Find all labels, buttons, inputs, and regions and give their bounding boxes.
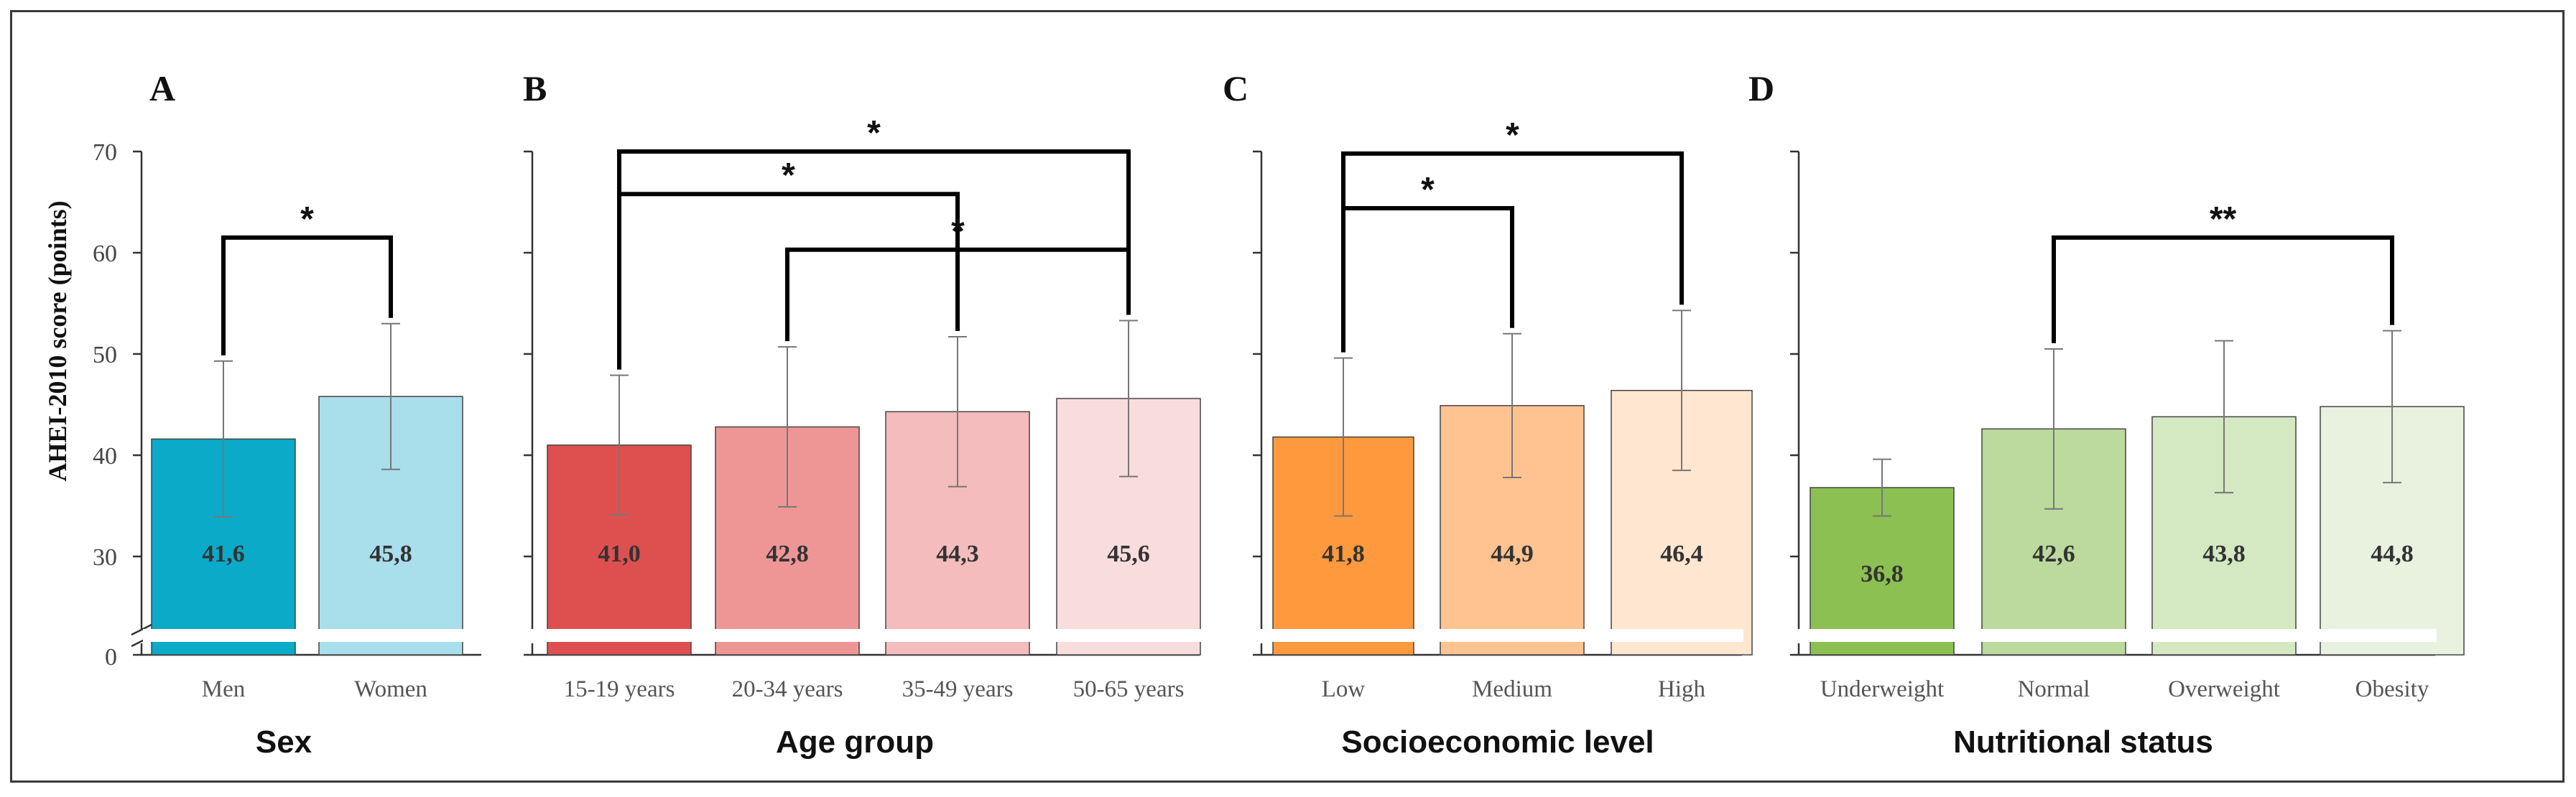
panel-a-value-label: 41,6 bbox=[202, 541, 245, 567]
panel-b-title: Age group bbox=[776, 724, 934, 760]
panel-b-significance-bracket bbox=[617, 192, 960, 370]
panel-b-significance-bracket bbox=[617, 149, 1131, 370]
panel-b-category-label: 15-19 years bbox=[564, 676, 675, 702]
panel-c-value-label: 41,8 bbox=[1322, 541, 1365, 567]
panel-d-category-label: Overweight bbox=[2168, 676, 2280, 702]
y-tick-label-zero: 0 bbox=[105, 644, 117, 671]
panel-b-significance-label: * bbox=[867, 114, 881, 152]
panel-b-significance-label: * bbox=[782, 157, 795, 195]
panel-c-break-band bbox=[1263, 629, 1743, 642]
y-tick-label: 50 bbox=[93, 342, 117, 368]
panel-c-category-label: High bbox=[1658, 676, 1706, 702]
panel-d-value-label: 36,8 bbox=[1861, 561, 1904, 587]
panel-b-break-band bbox=[534, 629, 1201, 642]
panel-d-value-label: 44,8 bbox=[2371, 541, 2414, 567]
y-tick-label: 30 bbox=[93, 544, 117, 571]
y-tick-label: 40 bbox=[93, 443, 117, 470]
panel-c-value-label: 46,4 bbox=[1660, 541, 1703, 567]
panel-a-title: Sex bbox=[256, 724, 312, 760]
panel-c-category-label: Low bbox=[1322, 676, 1366, 702]
panel-b-category-label: 50-65 years bbox=[1073, 676, 1185, 702]
panel-a-significance-label: * bbox=[300, 200, 314, 238]
panel-d-significance-label: ** bbox=[2210, 200, 2237, 238]
axis-break-mark bbox=[131, 623, 152, 636]
panel-a-break-band bbox=[143, 629, 483, 642]
panel-c-significance-label: * bbox=[1421, 171, 1435, 209]
panel-a-letter: A bbox=[149, 68, 175, 108]
y-tick-label: 70 bbox=[93, 139, 117, 166]
panel-d-category-label: Underweight bbox=[1820, 676, 1944, 702]
y-tick-label: 60 bbox=[93, 241, 117, 267]
panel-d-title: Nutritional status bbox=[1953, 724, 2213, 760]
panel-a-category-label: Women bbox=[354, 676, 427, 702]
panel-c-title: Socioeconomic level bbox=[1341, 724, 1654, 760]
panel-b-significance-bracket bbox=[785, 247, 1131, 342]
panel-b-value-label: 41,0 bbox=[598, 541, 641, 567]
panel-b-value-label: 42,8 bbox=[766, 541, 809, 567]
panel-b-value-label: 45,6 bbox=[1107, 541, 1150, 567]
panel-d-category-label: Normal bbox=[2018, 676, 2090, 702]
panel-d-significance-bracket bbox=[2052, 235, 2394, 343]
panel-b-letter: B bbox=[523, 68, 547, 108]
y-axis-label: AHEI-2010 score (points) bbox=[43, 200, 72, 481]
panel-d-category-label: Obesity bbox=[2355, 676, 2429, 702]
panel-c-letter: C bbox=[1223, 68, 1248, 108]
panel-d-letter: D bbox=[1748, 68, 1774, 108]
panel-b-value-label: 44,3 bbox=[936, 541, 979, 567]
panel-d-value-label: 42,6 bbox=[2032, 541, 2075, 567]
panel-b-category-label: 35-49 years bbox=[902, 676, 1014, 702]
panel-a-significance-bracket bbox=[221, 235, 393, 355]
panel-b-category-label: 20-34 years bbox=[732, 676, 843, 702]
panel-c-significance-bracket bbox=[1341, 205, 1514, 353]
panel-a-category-label: Men bbox=[202, 676, 246, 702]
panel-c-significance-label: * bbox=[1506, 116, 1519, 154]
panel-d-value-label: 43,8 bbox=[2202, 541, 2246, 567]
panel-c-category-label: Medium bbox=[1472, 676, 1552, 702]
panel-d-break-band bbox=[1800, 629, 2437, 642]
panel-c-value-label: 44,9 bbox=[1491, 541, 1534, 567]
panel-a-value-label: 45,8 bbox=[369, 541, 412, 567]
panel-b-significance-label: * bbox=[951, 213, 965, 251]
